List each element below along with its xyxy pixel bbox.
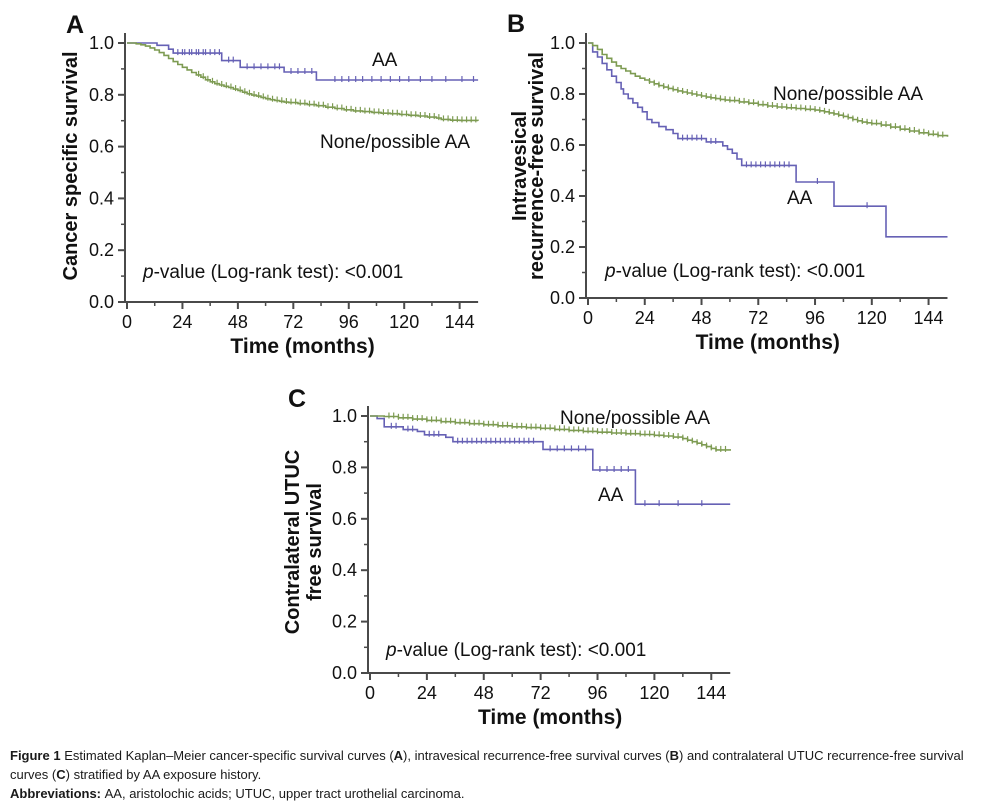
caption-text-segment: ), intravesical recurrence-free survival…: [403, 748, 670, 763]
axes: [361, 406, 731, 680]
x-tick-label: 0: [365, 683, 375, 703]
x-tick-label: 24: [172, 312, 192, 332]
y-axis-label: Contralateral UTUC: [282, 450, 304, 634]
x-tick-label: 144: [445, 312, 475, 332]
panel-letter: B: [507, 10, 525, 38]
x-tick-label: 120: [389, 312, 419, 332]
x-tick-label: 48: [228, 312, 248, 332]
y-tick-label: 0.8: [550, 84, 575, 104]
axes: [579, 33, 948, 305]
y-tick-label: 1.0: [332, 406, 357, 426]
curve-aa: [370, 415, 731, 505]
x-tick-label: 120: [857, 308, 887, 328]
censor-ticks: [648, 78, 944, 138]
p-value-annotation: p-value (Log-rank test): <0.001: [385, 640, 646, 661]
caption-bold-segment: C: [56, 767, 66, 782]
figure-caption: Figure 1 Estimated Kaplan–Meier cancer-s…: [10, 746, 996, 803]
x-tick-label: 0: [122, 312, 132, 332]
caption-text-segment: Estimated Kaplan–Meier cancer-specific s…: [64, 748, 394, 763]
p-value-annotation: p-value (Log-rank test): <0.001: [142, 262, 403, 283]
x-tick-label: 96: [805, 308, 825, 328]
y-tick-label: 0.0: [550, 288, 575, 308]
caption-line: Figure 1 Estimated Kaplan–Meier cancer-s…: [10, 746, 996, 784]
y-tick-label: 0.6: [89, 137, 114, 157]
y-tick-label: 0.2: [89, 240, 114, 260]
y-axis-label: Cancer specific survival: [60, 51, 82, 280]
x-tick-label: 72: [283, 312, 303, 332]
x-tick-label: 72: [531, 683, 551, 703]
curve-label: None/possible AA: [773, 84, 923, 105]
curve-label: None/possible AA: [320, 132, 470, 153]
x-tick-label: 48: [692, 308, 712, 328]
y-axis-label: recurrence-free survival: [526, 52, 548, 280]
y-tick-label: 0.4: [332, 560, 357, 580]
y-tick-label: 0.4: [89, 188, 114, 208]
y-tick-label: 0.2: [550, 237, 575, 257]
censor-ticks: [390, 422, 703, 507]
caption-bold-segment: A: [393, 748, 404, 763]
y-tick-label: 1.0: [550, 33, 575, 53]
caption-text-segment: ) stratified by AA exposure history.: [65, 767, 262, 782]
panel-letter: A: [66, 11, 84, 39]
caption-bold-segment: B: [669, 748, 680, 763]
censor-ticks: [388, 412, 727, 452]
y-tick-label: 0.8: [89, 85, 114, 105]
panel-b-chart: 0 24 48 72 96 120 144 0.0 0.2 0.4 0.6 0.8 1.0 Time (m…: [507, 10, 949, 354]
x-tick-label: 24: [635, 308, 655, 328]
curve-label: AA: [372, 50, 398, 71]
y-axis-label: Intravesical: [509, 111, 531, 221]
curve-aa: [127, 42, 479, 81]
y-tick-label: 0.0: [332, 663, 357, 683]
axes: [118, 33, 479, 309]
panel-letter: C: [288, 385, 306, 413]
x-tick-label: 144: [914, 308, 944, 328]
censor-ticks: [177, 49, 475, 83]
panel-c-chart: 0 24 48 72 96 120 144 0.0 0.2 0.4 0.6 0.8 1.0 Time (m…: [282, 385, 731, 729]
caption-text-segment: ) and contralateral UTUC recurrence-free…: [10, 748, 964, 782]
y-tick-label: 0.4: [550, 186, 575, 206]
x-tick-label: 96: [339, 312, 359, 332]
x-tick-label: 0: [583, 308, 593, 328]
x-axis-label: Time (months): [478, 706, 622, 729]
curve-label: AA: [598, 485, 624, 506]
abbreviations-line: Abbreviations: AA, aristolochic acids; U…: [10, 784, 996, 803]
p-value-annotation: p-value (Log-rank test): <0.001: [604, 261, 865, 282]
curve-label: None/possible AA: [560, 408, 710, 429]
x-tick-label: 96: [588, 683, 608, 703]
x-axis-label: Time (months): [230, 335, 374, 358]
censor-ticks: [198, 70, 477, 123]
caption-bold-segment: Figure 1: [10, 748, 65, 763]
caption-text-segment: AA, aristolochic acids; UTUC, upper trac…: [104, 786, 465, 801]
y-axis-label: free survival: [304, 483, 326, 601]
y-tick-label: 1.0: [89, 33, 114, 53]
caption-bold-segment: Abbreviations:: [10, 786, 105, 801]
curve-aa: [588, 42, 948, 238]
curve-none-possible-aa: [127, 42, 479, 122]
x-tick-label: 72: [748, 308, 768, 328]
y-tick-label: 0.6: [550, 135, 575, 155]
y-tick-label: 0.0: [89, 292, 114, 312]
curve-label: AA: [787, 188, 813, 209]
x-tick-label: 24: [417, 683, 437, 703]
x-axis-label: Time (months): [696, 331, 840, 354]
x-tick-label: 144: [696, 683, 726, 703]
censor-ticks: [682, 134, 868, 209]
y-tick-label: 0.6: [332, 509, 357, 529]
y-tick-label: 0.8: [332, 457, 357, 477]
y-tick-label: 0.2: [332, 612, 357, 632]
x-tick-label: 48: [474, 683, 494, 703]
panel-a-chart: 0 24 48 72 96 120 144 0.0 0.2 0.4 0.6 0.8 1.0 Time (m…: [60, 11, 479, 358]
x-tick-label: 120: [639, 683, 669, 703]
